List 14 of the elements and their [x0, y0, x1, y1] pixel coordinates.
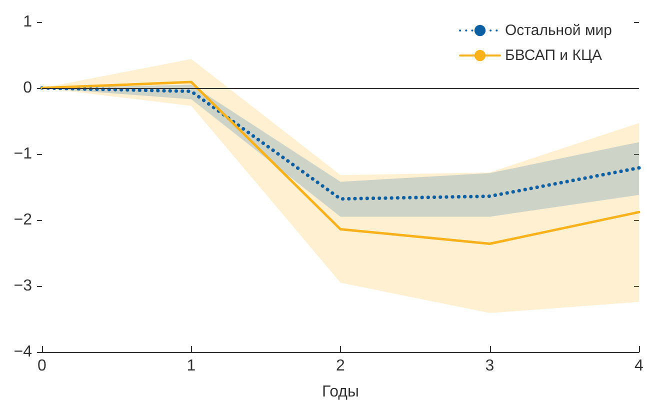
y-tick-label: 0 [23, 80, 32, 96]
legend-label: Остальной мир [505, 22, 612, 39]
y-tick-label: 1 [23, 14, 32, 30]
x-tick-label: 0 [38, 358, 47, 374]
y-tick-label: −3 [14, 278, 32, 294]
x-tick-label: 2 [336, 358, 346, 374]
x-tick-label: 3 [485, 358, 494, 374]
y-tick-label: −4 [14, 344, 32, 360]
x-axis-title: Годы [322, 384, 359, 400]
y-tick-label: −2 [14, 212, 32, 228]
y-tick-label: −1 [14, 146, 32, 162]
legend-label: БВСАП и КЦА [505, 47, 602, 64]
x-tick-label: 4 [634, 358, 644, 374]
x-tick-label: 1 [186, 358, 196, 374]
